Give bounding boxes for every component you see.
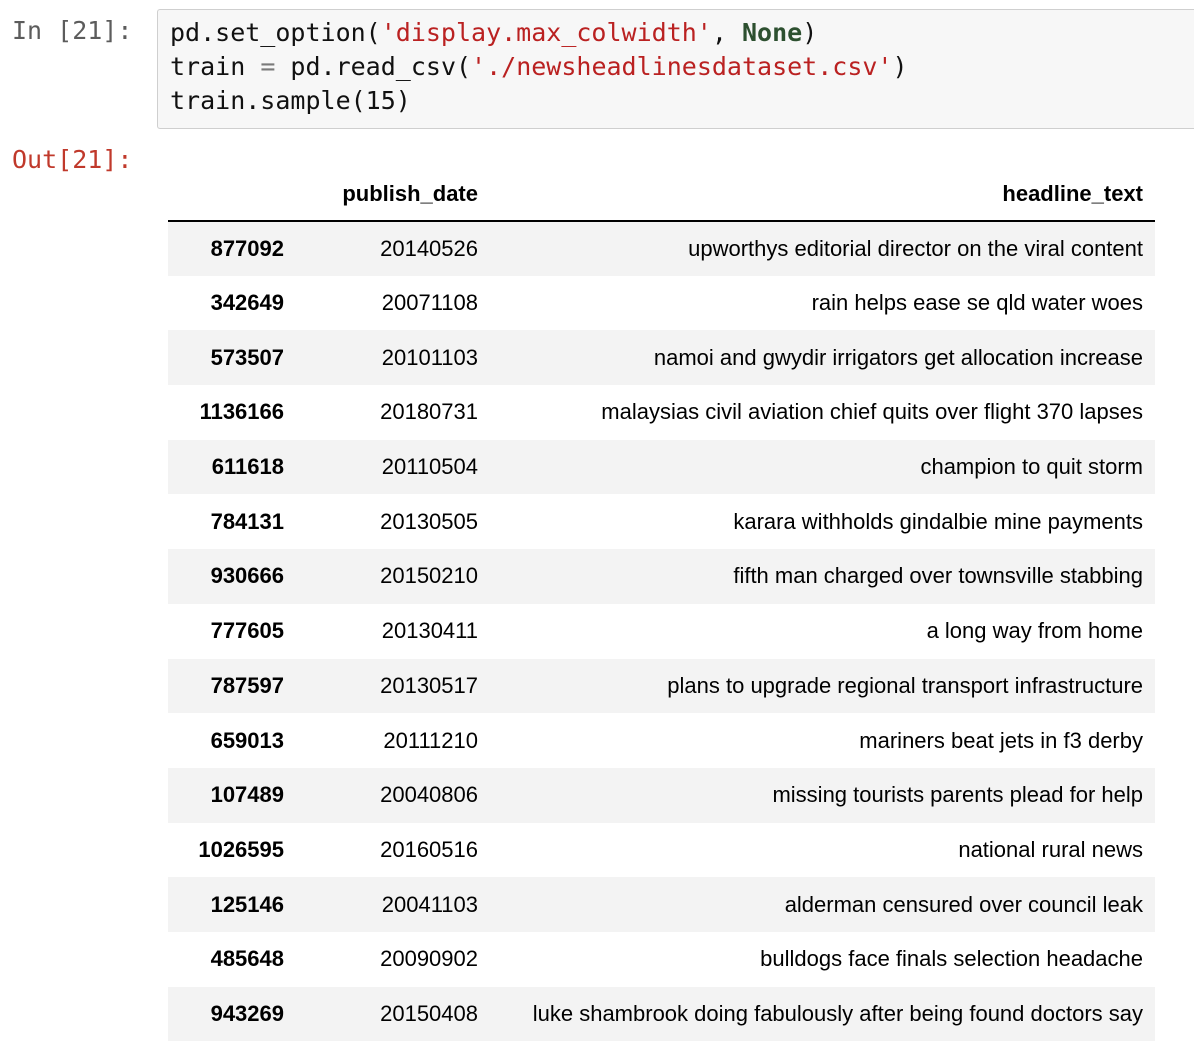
cell-publish-date: 20101103	[381, 344, 478, 370]
cell-publish-date: 20040806	[380, 782, 478, 808]
row-index: 611618	[211, 454, 284, 480]
cell-headline-text: rain helps ease se qld water woes	[811, 290, 1143, 316]
cell-headline-text: a long way from home	[926, 618, 1143, 644]
code-operator: =	[260, 52, 276, 81]
code-string: 'display.max_colwidth'	[380, 18, 712, 47]
cell-headline-text: plans to upgrade regional transport infr…	[667, 672, 1143, 698]
cell-publish-date: 20160516	[380, 836, 478, 862]
row-index: 877092	[210, 235, 284, 261]
output-prompt: Out[21]:	[12, 145, 133, 174]
table-row: 107489 20040806 missing tourists parents p…	[168, 767, 1155, 823]
table-row: 1026595 20160516 national rural news	[168, 823, 1155, 878]
cell-publish-date: 20130411	[381, 618, 478, 644]
cell-publish-date: 20130517	[380, 672, 478, 698]
row-index: 659013	[210, 727, 284, 753]
table-row: 943269 20150408 luke shambrook doing fabul…	[168, 986, 1155, 1042]
input-prompt: In [21]:	[12, 16, 133, 45]
code-line-2: train = pd.read_csv('./newsheadlinesdata…	[170, 50, 908, 84]
cell-publish-date: 20150408	[380, 1000, 478, 1026]
cell-headline-text: upworthys editorial director on the vira…	[688, 235, 1143, 261]
cell-publish-date: 20111210	[383, 727, 478, 753]
cell-headline-text: luke shambrook doing fabulously after be…	[532, 1000, 1143, 1026]
cell-publish-date: 20150210	[380, 563, 478, 589]
cell-headline-text: alderman censured over council leak	[784, 891, 1143, 917]
code-token: )	[892, 52, 908, 81]
cell-publish-date: 20110504	[381, 454, 478, 480]
table-row: 877092 20140526 upworthys editorial direct…	[168, 221, 1155, 276]
table-row: 342649 20071108 rain helps ease se qld wat…	[168, 276, 1155, 331]
row-index: 107489	[210, 782, 284, 808]
code-input-cell[interactable]: pd.set_option('display.max_colwidth', No…	[157, 9, 1194, 129]
cell-publish-date: 20180731	[380, 399, 478, 425]
table-row: 611618 20110504 champion to quit storm	[168, 439, 1155, 495]
row-index: 125146	[210, 891, 284, 917]
cell-headline-text: mariners beat jets in f3 derby	[859, 727, 1143, 753]
index-header	[168, 168, 296, 222]
cell-headline-text: namoi and gwydir irrigators get allocati…	[653, 344, 1143, 370]
table-row: 659013 20111210 mariners beat jets in f3 d…	[168, 713, 1155, 768]
table-row: 485648 20090902 bulldogs face finals selec…	[168, 932, 1155, 987]
cell-publish-date: 20071108	[381, 290, 478, 316]
row-index: 777605	[210, 618, 284, 644]
code-string: './newsheadlinesdataset.csv'	[471, 52, 893, 81]
column-header-publish-date: publish_date	[296, 168, 490, 222]
code-editor[interactable]: pd.set_option('display.max_colwidth', No…	[170, 16, 908, 118]
row-index: 573507	[210, 344, 284, 370]
table-header: publish_date headline_text	[168, 168, 1155, 222]
code-token: )	[802, 18, 818, 47]
cell-publish-date: 20130505	[380, 508, 478, 534]
cell-headline-text: national rural news	[958, 836, 1143, 862]
code-token: pd.set_option(	[170, 18, 381, 47]
column-header-headline-text: headline_text	[490, 168, 1155, 222]
code-line-1: pd.set_option('display.max_colwidth', No…	[170, 16, 908, 50]
code-line-3: train.sample(15)	[170, 84, 908, 118]
cell-publish-date: 20090902	[380, 946, 478, 972]
row-index: 485648	[210, 946, 284, 972]
cell-headline-text: karara withholds gindalbie mine payments	[733, 508, 1143, 534]
cell-headline-text: missing tourists parents plead for help	[772, 782, 1143, 808]
row-index: 342649	[210, 290, 284, 316]
header-row: publish_date headline_text	[168, 168, 1155, 222]
row-index: 930666	[210, 563, 284, 589]
table-row: 573507 20101103 namoi and gwydir irrigator…	[168, 330, 1155, 386]
code-keyword: None	[741, 18, 803, 47]
code-token: ,	[711, 18, 742, 47]
row-index: 1026595	[198, 836, 284, 862]
cell-publish-date: 20041103	[381, 891, 478, 917]
row-index: 943269	[210, 1000, 284, 1026]
table-row: 930666 20150210 fifth man charged over tow…	[168, 549, 1155, 604]
cell-headline-text: malaysias civil aviation chief quits ove…	[601, 399, 1143, 425]
table-body: 877092 20140526 upworthys editorial direct…	[168, 221, 1155, 1042]
table-row: 1136166 20180731 malaysias civil aviation …	[168, 385, 1155, 440]
row-index: 1136166	[199, 399, 284, 425]
table-row: 777605 20130411 a long way from home	[168, 604, 1155, 659]
table-row: 125146 20041103 alderman censured over cou…	[168, 877, 1155, 932]
table-row: 787597 20130517 plans to upgrade regional …	[168, 658, 1155, 714]
cell-publish-date: 20140526	[380, 235, 478, 261]
code-token: train	[170, 52, 261, 81]
table-row: 784131 20130505 karara withholds gindalbie…	[168, 494, 1155, 549]
dataframe-table: publish_date headline_text 877092 2014052…	[168, 168, 1155, 1042]
cell-headline-text: fifth man charged over townsville stabbi…	[733, 563, 1143, 589]
row-index: 787597	[210, 672, 284, 698]
row-index: 784131	[210, 508, 284, 534]
code-token: pd.read_csv(	[275, 52, 472, 81]
cell-headline-text: champion to quit storm	[920, 454, 1143, 480]
code-token: train.sample(15)	[170, 86, 411, 115]
cell-headline-text: bulldogs face finals selection headache	[760, 946, 1143, 972]
